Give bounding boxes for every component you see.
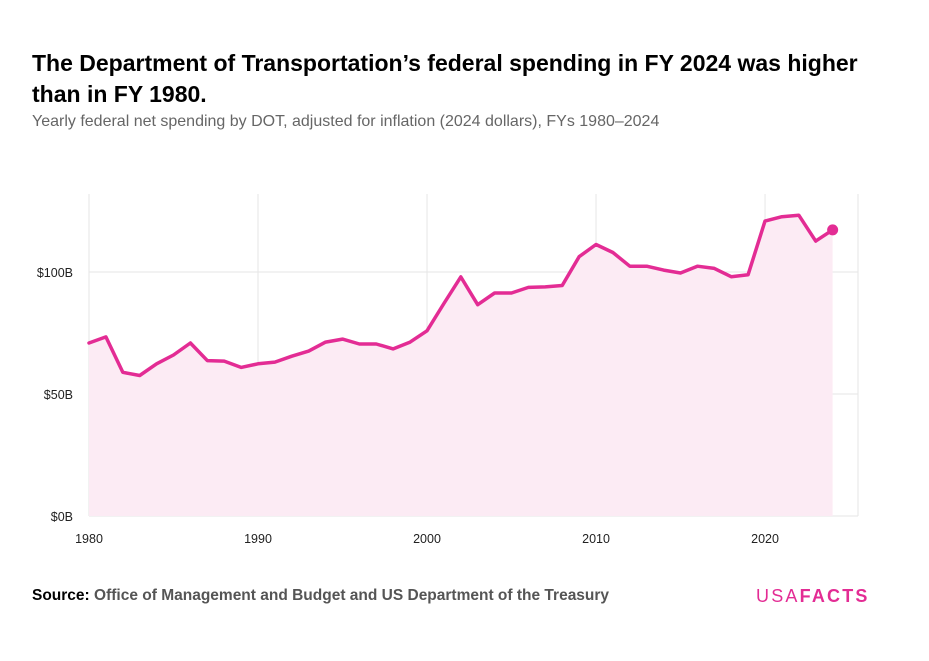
y-tick-label: $50B bbox=[44, 388, 73, 402]
source-note: Source: Office of Management and Budget … bbox=[32, 587, 609, 605]
area-fill-layer bbox=[89, 215, 833, 516]
source-text: Office of Management and Budget and US D… bbox=[94, 587, 610, 604]
logo-facts: FACTS bbox=[799, 586, 870, 606]
series-area bbox=[89, 215, 833, 516]
source-label: Source: bbox=[32, 587, 90, 604]
tick-labels: 1980 1990 2000 2010 2020 $0B $50B $100B bbox=[37, 266, 779, 546]
y-tick-label: $100B bbox=[37, 266, 73, 280]
last-data-point bbox=[827, 224, 839, 236]
x-tick-label: 2000 bbox=[413, 532, 441, 546]
logo-usa: USA bbox=[756, 586, 800, 606]
x-tick-label: 2020 bbox=[751, 532, 779, 546]
usafacts-logo: USAFACTS bbox=[756, 586, 870, 607]
chart-subtitle: Yearly federal net spending by DOT, adju… bbox=[32, 113, 660, 130]
x-tick-label: 2010 bbox=[582, 532, 610, 546]
x-tick-label: 1990 bbox=[244, 532, 272, 546]
series-line-layer bbox=[87, 213, 839, 378]
series-line bbox=[87, 213, 835, 378]
y-tick-label: $0B bbox=[51, 510, 73, 524]
chart-title: The Department of Transportation’s feder… bbox=[32, 50, 858, 107]
x-tick-label: 1980 bbox=[75, 532, 103, 546]
